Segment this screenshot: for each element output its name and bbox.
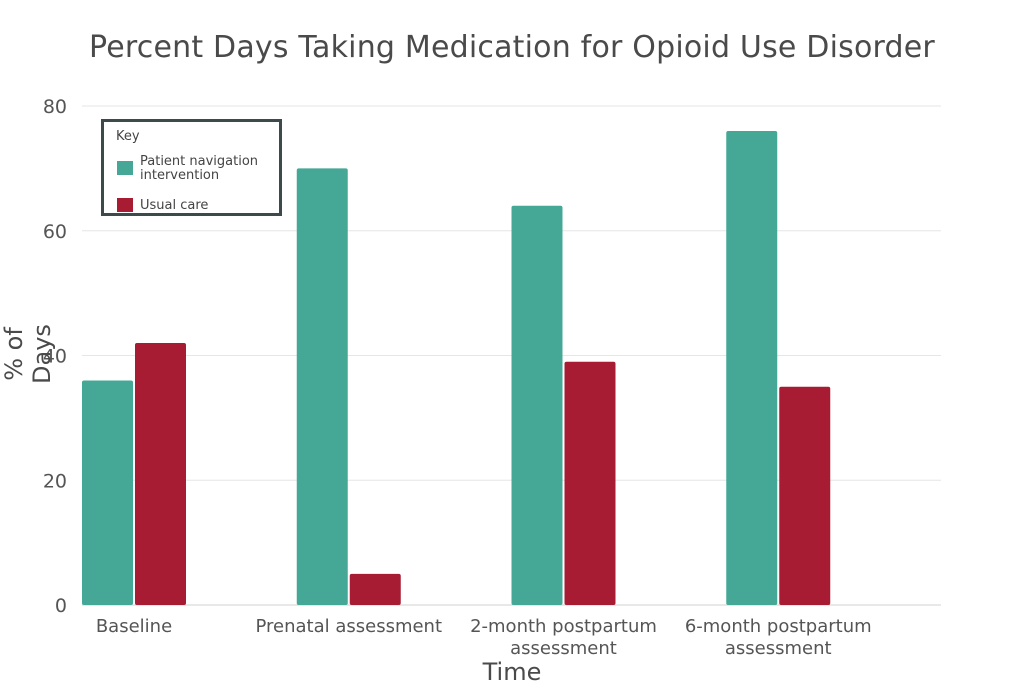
legend-swatch-usual-care: [117, 198, 133, 212]
legend: Key Patient navigation intervention Usua…: [101, 119, 282, 216]
y-axis-title: % of Days: [0, 324, 56, 384]
y-tick-label: 0: [55, 595, 67, 617]
x-tick-labels: Baseline Prenatal assessment 2-month postp…: [96, 616, 872, 659]
y-tick-labels: 0 20 40 60 80: [43, 96, 67, 617]
bar-usual-care: [564, 361, 616, 605]
x-axis-title: Time: [482, 658, 542, 686]
bar-usual-care: [135, 343, 186, 605]
legend-title: Key: [116, 129, 140, 144]
y-tick-label: 60: [43, 221, 67, 243]
x-tick-label: 2-month postpartum assessment: [470, 616, 657, 659]
y-tick-label: 20: [43, 470, 67, 492]
bar-usual-care: [779, 386, 831, 605]
bar-intervention: [82, 380, 133, 605]
x-tick-label: 6-month postpartum assessment: [685, 616, 872, 659]
legend-label-usual-care: Usual care: [140, 198, 209, 213]
x-tick-label: Prenatal assessment: [255, 616, 442, 637]
bar-intervention: [726, 130, 778, 605]
x-tick-label: Baseline: [96, 616, 172, 637]
chart-title: Percent Days Taking Medication for Opioi…: [89, 30, 935, 65]
bar-intervention: [296, 168, 348, 605]
legend-swatch-intervention: [117, 161, 133, 175]
bars: [82, 130, 831, 606]
bar-usual-care: [349, 573, 401, 605]
y-tick-label: 40: [43, 346, 67, 368]
y-tick-label: 80: [43, 96, 67, 118]
bar-intervention: [511, 205, 563, 606]
legend-label-intervention: Patient navigation intervention: [140, 154, 259, 183]
